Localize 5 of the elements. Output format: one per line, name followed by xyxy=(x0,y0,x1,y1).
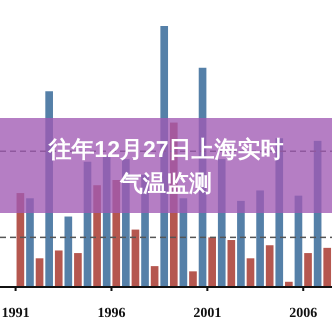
x-tick-label: 2001 xyxy=(193,306,222,321)
x-tick-label: 1991 xyxy=(2,306,30,321)
x-tick-label: 1996 xyxy=(97,306,126,321)
x-tick-label: 2006 xyxy=(289,306,318,321)
picture-title-banner: 往年12月27日上海实时气温监测 xyxy=(0,118,332,213)
